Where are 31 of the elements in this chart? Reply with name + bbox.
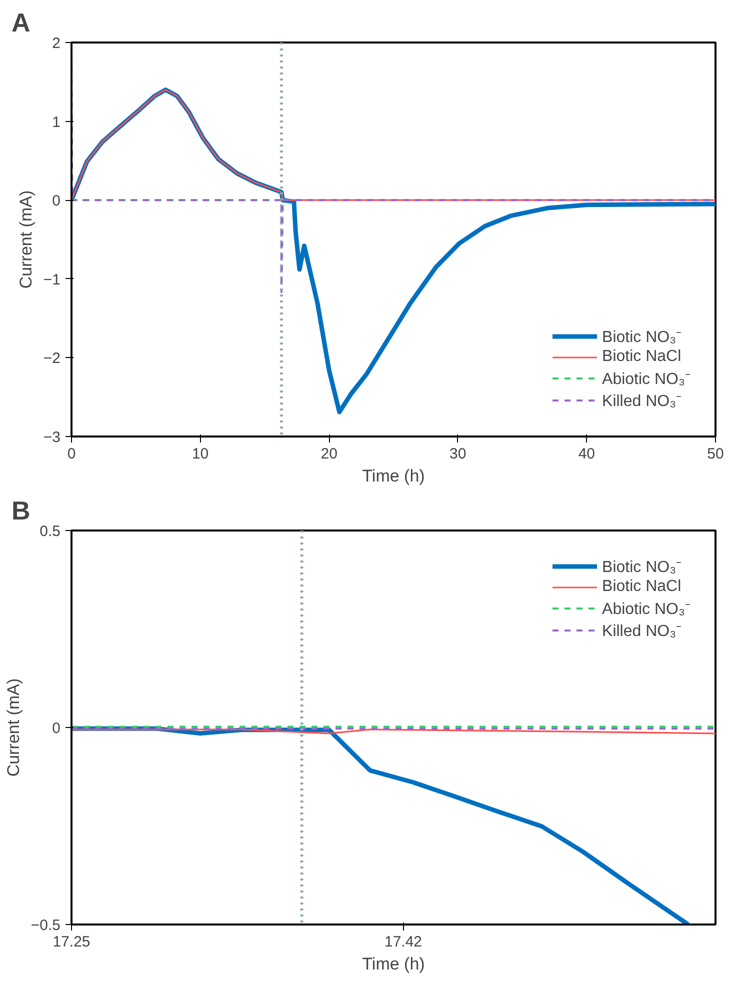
legend-label: Killed NO₃⁻ — [602, 392, 682, 411]
x-axis-title: Time (h) — [362, 466, 425, 486]
legend-label: Abiotic NO₃⁻ — [602, 370, 690, 389]
y-tick-label: 0 — [52, 720, 60, 737]
x-tick-label: 0 — [67, 446, 76, 462]
x-tick-label: 10 — [192, 446, 209, 462]
legend-label: Abiotic NO₃⁻ — [602, 600, 690, 619]
chart-title: A — [12, 8, 30, 38]
legend-label: Biotic NO₃⁻ — [602, 558, 682, 577]
y-tick-label: −3 — [43, 429, 61, 446]
legend-label: Killed NO₃⁻ — [602, 622, 682, 641]
y-axis-title: Current (mA) — [16, 190, 36, 289]
y-tick-label: 2 — [52, 35, 60, 52]
x-tick-label: 40 — [578, 446, 596, 462]
x-tick-label: 30 — [450, 446, 466, 462]
x-tick-label: 20 — [320, 446, 338, 462]
y-tick-label: 1 — [52, 114, 60, 131]
y-tick-label: −0.5 — [30, 917, 61, 934]
y-axis-title: Current (mA) — [4, 678, 23, 777]
x-tick-label: 17.25 — [52, 934, 90, 950]
legend-label: Biotic NaCl — [602, 578, 682, 596]
x-tick-label: 50 — [707, 446, 724, 462]
y-tick-label: 0.5 — [40, 523, 61, 540]
x-axis-title: Time (h) — [362, 954, 425, 974]
x-tick-label: 17.42 — [384, 934, 422, 950]
y-tick-label: −2 — [43, 350, 61, 368]
y-tick-label: 0 — [52, 192, 60, 210]
y-tick-label: −1 — [43, 271, 61, 288]
legend-label: Biotic NaCl — [602, 348, 682, 366]
legend-label: Biotic NO₃⁻ — [602, 328, 682, 347]
chart-title: B — [12, 496, 30, 526]
